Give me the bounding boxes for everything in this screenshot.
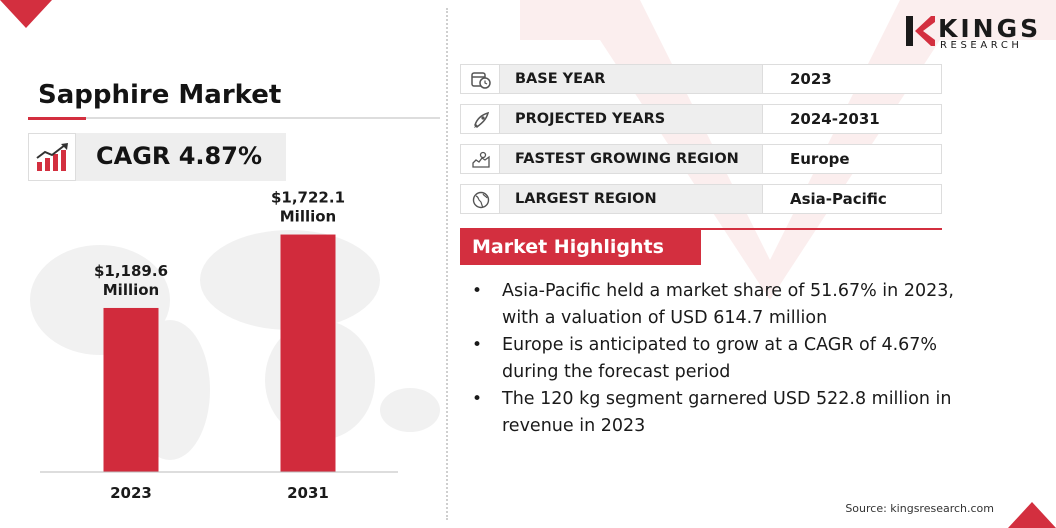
info-label: BASE YEAR	[500, 64, 762, 94]
data-label-unit: Million	[280, 208, 336, 226]
info-label: PROJECTED YEARS	[500, 104, 762, 134]
info-label: FASTEST GROWING REGION	[500, 144, 762, 174]
rocket-icon	[460, 104, 500, 134]
globe-icon	[460, 184, 500, 214]
info-row-fastest-region: FASTEST GROWING REGION Europe	[460, 144, 942, 174]
data-label-value: $1,189.6	[94, 262, 168, 280]
corner-triangle-top-left	[0, 0, 52, 28]
title-underline	[28, 117, 440, 120]
calendar-clock-icon	[460, 64, 500, 94]
page-title: Sapphire Market	[38, 80, 282, 110]
info-row-base-year: BASE YEAR 2023	[460, 64, 942, 94]
highlights-list: Asia-Pacific held a market share of 51.6…	[472, 278, 1032, 440]
info-row-projected-years: PROJECTED YEARS 2024-2031	[460, 104, 942, 134]
info-value: Asia-Pacific	[762, 184, 942, 214]
kings-research-logo: KINGS RESEARCH	[904, 14, 1044, 54]
data-label-unit: Million	[103, 281, 159, 299]
world-map-watermark	[30, 230, 440, 460]
x-tick-label: 2031	[287, 484, 329, 502]
highlight-item: Asia-Pacific held a market share of 51.6…	[472, 278, 1032, 332]
info-label: LARGEST REGION	[500, 184, 762, 214]
highlights-rule	[460, 228, 942, 230]
bar-2031	[280, 234, 336, 472]
highlight-item: The 120 kg segment garnered USD 522.8 mi…	[472, 386, 1032, 440]
x-tick-label: 2023	[110, 484, 152, 502]
info-value: Europe	[762, 144, 942, 174]
source-credit: Source: kingsresearch.com	[845, 502, 994, 515]
corner-triangle-bottom-right	[986, 500, 1056, 528]
info-value: 2024-2031	[762, 104, 942, 134]
logo-wordmark: KINGS	[938, 14, 1042, 43]
info-value: 2023	[762, 64, 942, 94]
vertical-divider	[446, 8, 448, 520]
region-map-icon	[460, 144, 500, 174]
highlights-title: Market Highlights	[460, 230, 701, 265]
cagr-value: CAGR 4.87%	[96, 142, 262, 170]
logo-k-mark-icon	[906, 16, 935, 46]
cagr-panel: CAGR 4.87%	[28, 133, 286, 181]
logo-tagline: RESEARCH	[940, 40, 1023, 51]
bar-2023	[103, 307, 159, 472]
info-row-largest-region: LARGEST REGION Asia-Pacific	[460, 184, 942, 214]
market-info-table: BASE YEAR 2023 PROJECTED YEARS 2024-2031…	[460, 64, 942, 224]
highlight-item: Europe is anticipated to grow at a CAGR …	[472, 332, 1032, 386]
growth-chart-icon	[28, 133, 76, 181]
data-label-value: $1,722.1	[271, 190, 345, 207]
